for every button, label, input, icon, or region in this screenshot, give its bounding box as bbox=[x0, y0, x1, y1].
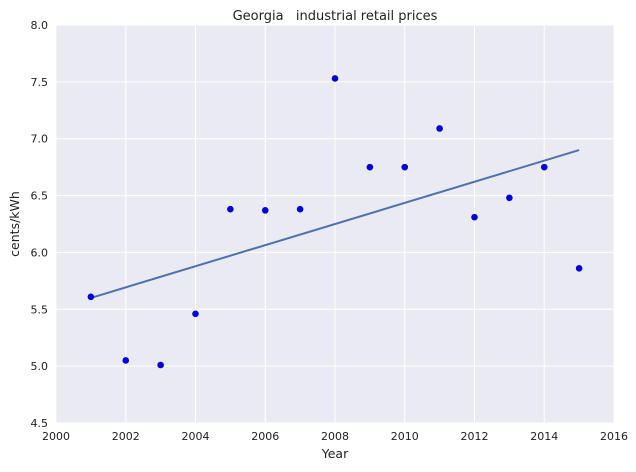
data-point bbox=[401, 163, 409, 171]
data-point bbox=[506, 194, 513, 202]
data-points bbox=[87, 75, 583, 369]
x-tick-label: 2010 bbox=[391, 430, 419, 443]
data-point bbox=[227, 205, 234, 213]
chart-title: Georgia industrial retail prices bbox=[233, 9, 438, 24]
data-point bbox=[122, 357, 130, 364]
data-point bbox=[471, 213, 478, 221]
data-point bbox=[87, 293, 95, 301]
trend-lines bbox=[90, 149, 580, 299]
data-point bbox=[192, 310, 199, 318]
x-tick-label: 2002 bbox=[112, 430, 140, 443]
data-point bbox=[436, 125, 443, 132]
data-point bbox=[261, 207, 269, 214]
trend-line bbox=[90, 149, 580, 299]
grid bbox=[55, 24, 615, 424]
x-tick-label: 2004 bbox=[182, 430, 210, 443]
x-tick-label: 2000 bbox=[42, 430, 70, 443]
x-tick-label: 2014 bbox=[530, 430, 558, 443]
y-tick-label: 5.0 bbox=[31, 360, 49, 373]
data-point bbox=[296, 205, 304, 213]
x-tick-label: 2012 bbox=[461, 430, 489, 443]
x-tick-labels: 2000 2002 2004 2006 2008 2010 2012 2014 2016 bbox=[42, 430, 628, 443]
y-axis-label: cents/kWh bbox=[7, 191, 22, 257]
x-tick-label: 2008 bbox=[321, 430, 349, 443]
y-tick-label: 8.0 bbox=[31, 19, 49, 32]
data-point bbox=[157, 361, 164, 369]
x-tick-label: 2016 bbox=[600, 430, 628, 443]
data-point bbox=[366, 163, 374, 171]
y-tick-label: 6.0 bbox=[31, 246, 49, 259]
y-tick-label: 4.5 bbox=[31, 417, 49, 430]
x-tick-label: 2006 bbox=[251, 430, 279, 443]
data-point bbox=[331, 75, 339, 82]
data-point bbox=[540, 163, 548, 171]
data-point bbox=[575, 265, 583, 272]
x-axis-label: Year bbox=[321, 446, 349, 461]
y-tick-label: 7.5 bbox=[31, 76, 49, 89]
y-tick-label: 6.5 bbox=[31, 190, 49, 203]
y-tick-labels: 4.5 5.0 5.5 6.0 6.5 7.0 7.5 8.0 bbox=[31, 19, 49, 430]
y-tick-label: 5.5 bbox=[31, 303, 49, 316]
y-tick-label: 7.0 bbox=[31, 133, 49, 146]
